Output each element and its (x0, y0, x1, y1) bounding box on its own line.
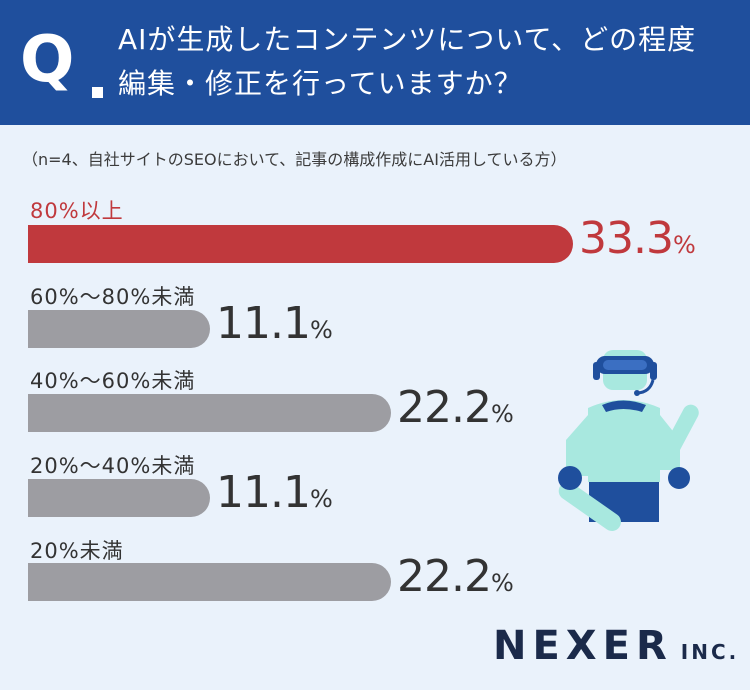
category-label: 20%〜40%未満 (30, 454, 196, 478)
value-unit: % (309, 485, 333, 513)
question-text: AIが生成したコンテンツについて、どの程度 編集・修正を行っていますか？ (118, 18, 738, 106)
header-band: Q AIが生成したコンテンツについて、どの程度 編集・修正を行っていますか？ (0, 0, 750, 125)
bar (28, 225, 573, 263)
value-unit: % (672, 231, 696, 259)
q-mark: Q (20, 23, 75, 97)
nexer-logo: NEXER INC. (493, 623, 739, 669)
value-unit: % (490, 569, 514, 597)
question-line-2: 編集・修正を行っていますか？ (118, 67, 523, 100)
q-dot (92, 87, 103, 98)
value-number: 22.2 (397, 551, 492, 602)
bar (28, 479, 210, 517)
survey-note: （n=4、自社サイトのSEOにおいて、記事の構成作成にAI活用している方） (22, 150, 567, 169)
question-line-1: AIが生成したコンテンツについて、どの程度 (118, 23, 697, 56)
logo-main: NEXER (493, 623, 673, 669)
value-number: 11.1 (216, 298, 311, 349)
value-label: 22.2% (397, 382, 514, 433)
category-label: 60%〜80%未満 (30, 285, 196, 309)
value-label: 33.3% (579, 213, 696, 264)
category-label: 40%〜60%未満 (30, 369, 196, 393)
value-unit: % (490, 400, 514, 428)
category-label: 80%以上 (30, 199, 124, 223)
value-number: 22.2 (397, 382, 492, 433)
value-unit: % (309, 316, 333, 344)
value-number: 11.1 (216, 467, 311, 518)
value-label: 11.1% (216, 298, 333, 349)
value-label: 11.1% (216, 467, 333, 518)
bar (28, 310, 210, 348)
category-label: 20%未満 (30, 539, 124, 563)
bar (28, 563, 391, 601)
value-label: 22.2% (397, 551, 514, 602)
logo-sub: INC. (680, 640, 740, 664)
value-number: 33.3 (579, 213, 674, 264)
bar (28, 394, 391, 432)
